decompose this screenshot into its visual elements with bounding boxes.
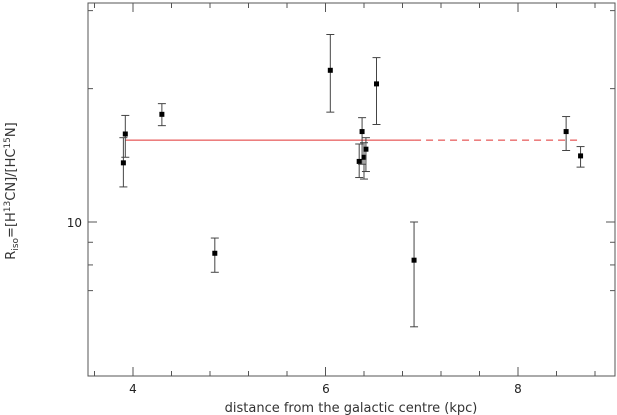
data-point-10 — [410, 221, 419, 328]
x-tick-label-4: 4 — [129, 382, 137, 396]
axis-ticks — [88, 3, 615, 376]
y-label-sup2: 15 — [3, 137, 13, 148]
y-label-subscript: iso — [11, 237, 21, 250]
point-marker — [159, 111, 165, 117]
point-marker — [563, 129, 569, 135]
y-label-mid: CN]/[HC — [4, 149, 19, 201]
data-point-0 — [119, 137, 128, 188]
point-marker — [120, 160, 126, 166]
point-marker — [374, 81, 380, 87]
y-label-main: R — [4, 251, 19, 260]
y-label-eq: =[H — [4, 212, 19, 238]
y-label-end: N] — [4, 122, 19, 137]
data-point-4 — [326, 33, 335, 113]
data-point-1 — [121, 114, 130, 158]
data-point-11 — [562, 116, 571, 152]
point-marker — [359, 129, 365, 135]
x-tick-label-8: 8 — [514, 382, 522, 396]
x-tick-label-6: 6 — [322, 382, 330, 396]
data-point-8 — [361, 137, 370, 173]
point-marker — [361, 154, 367, 160]
data-point-9 — [372, 57, 381, 125]
y-tick-label-10: 10 — [67, 216, 82, 230]
y-axis-label: Riso=[H13CN]/[HC15N] — [3, 122, 21, 259]
x-axis-label: distance from the galactic centre (kpc) — [225, 401, 478, 415]
data-point-2 — [157, 103, 166, 127]
plot-frame — [87, 2, 616, 377]
y-label-sup1: 13 — [3, 201, 13, 212]
data-point-12 — [576, 146, 585, 168]
data-point-3 — [210, 237, 219, 273]
point-marker — [327, 67, 333, 73]
point-marker — [411, 257, 417, 263]
data-points — [119, 33, 585, 328]
point-marker — [356, 158, 362, 164]
point-marker — [363, 146, 369, 152]
point-marker — [122, 131, 128, 137]
point-marker — [212, 250, 218, 256]
point-marker — [578, 153, 584, 159]
